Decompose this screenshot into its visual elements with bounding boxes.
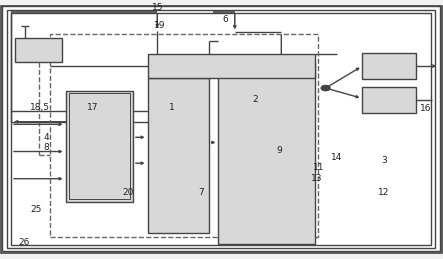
Bar bbox=[15, 38, 62, 62]
Text: 12: 12 bbox=[378, 189, 390, 197]
Text: 18,5: 18,5 bbox=[30, 103, 50, 112]
Text: 17: 17 bbox=[87, 103, 99, 112]
Text: 16: 16 bbox=[420, 104, 431, 113]
Text: 6: 6 bbox=[222, 15, 228, 24]
Text: 2: 2 bbox=[252, 95, 257, 104]
Bar bbox=[69, 93, 130, 199]
Bar bbox=[66, 91, 133, 202]
Bar bbox=[218, 63, 315, 244]
Text: 8: 8 bbox=[43, 143, 49, 152]
Bar bbox=[11, 13, 431, 245]
Bar bbox=[362, 53, 416, 79]
Circle shape bbox=[321, 85, 330, 91]
Text: 25: 25 bbox=[31, 205, 42, 214]
Text: 9: 9 bbox=[276, 146, 282, 155]
Text: 1: 1 bbox=[169, 103, 174, 112]
Text: 14: 14 bbox=[331, 153, 342, 162]
Text: 20: 20 bbox=[123, 189, 134, 197]
Text: 3: 3 bbox=[381, 156, 387, 165]
Text: 11: 11 bbox=[313, 163, 325, 171]
Text: 4: 4 bbox=[43, 133, 49, 142]
Text: 13: 13 bbox=[311, 174, 322, 183]
Bar bbox=[148, 54, 315, 78]
Bar bbox=[362, 87, 416, 113]
Text: 7: 7 bbox=[199, 189, 204, 197]
Text: 26: 26 bbox=[19, 238, 30, 247]
Bar bbox=[224, 66, 310, 240]
Text: 15: 15 bbox=[152, 3, 163, 12]
Bar bbox=[50, 34, 318, 237]
Bar bbox=[148, 78, 209, 233]
Text: 19: 19 bbox=[154, 21, 165, 30]
